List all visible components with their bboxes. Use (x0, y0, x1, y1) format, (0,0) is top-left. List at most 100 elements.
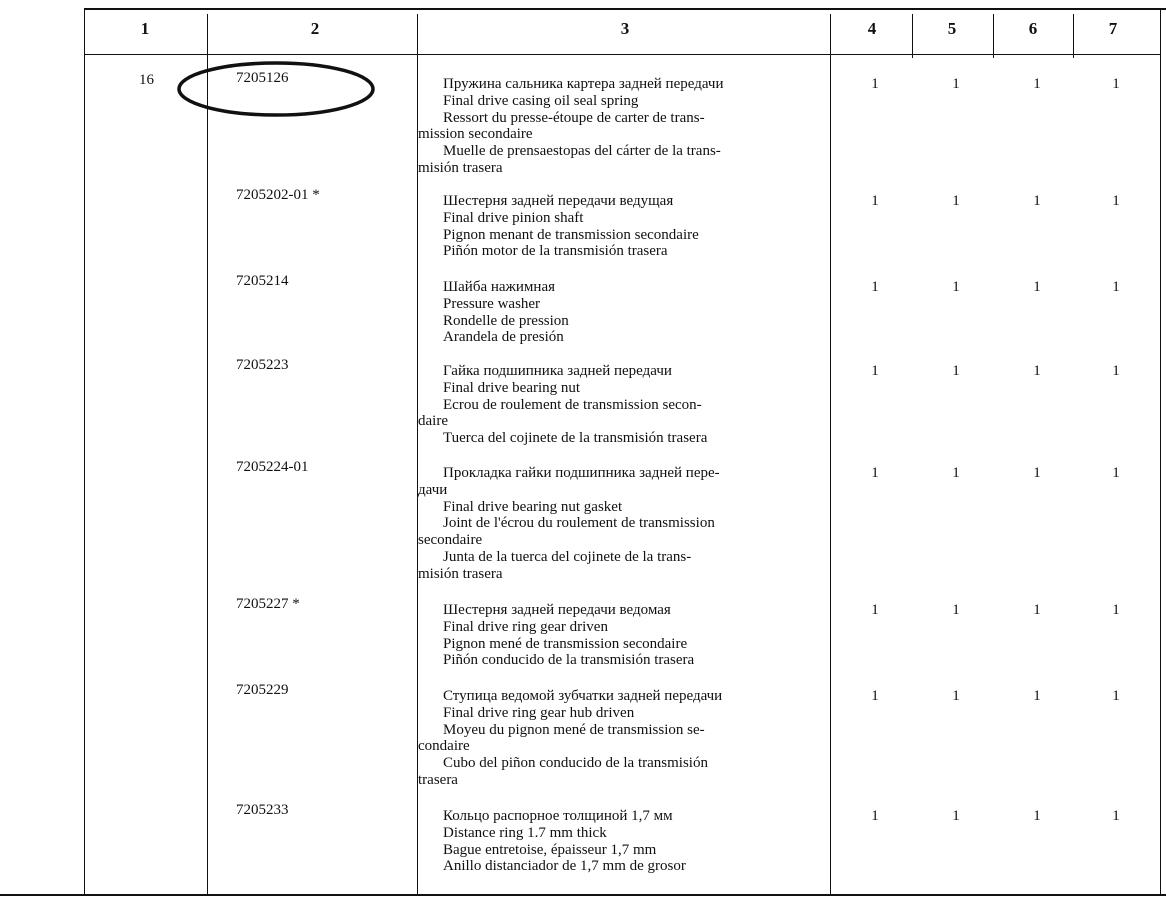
description-line: Moyeu du pignon mené de transmission se- (443, 721, 705, 738)
quantity: 1 (871, 688, 879, 704)
description-line: Шестерня задней передачи ведущая (443, 193, 674, 209)
quantity: 1 (1033, 465, 1041, 481)
rule (207, 14, 208, 896)
description-line: Кольцо распорное толщиной 1,7 мм (443, 808, 673, 824)
quantity: 1 (1033, 602, 1041, 618)
rule (1160, 8, 1161, 896)
quantity: 1 (1033, 76, 1041, 92)
column-header: 1 (140, 19, 150, 38)
column-header: 7 (1108, 19, 1118, 38)
rule (85, 54, 1160, 55)
description-line: misión trasera (418, 565, 503, 582)
description-line: condaire (418, 738, 470, 755)
quantity: 1 (1033, 808, 1041, 824)
description-line: Pignon mené de transmission secondaire (443, 635, 688, 652)
part-number: 7205233 (236, 802, 289, 818)
description-line: Прокладка гайки подшипника задней пере- (443, 465, 720, 481)
rule (1073, 14, 1074, 58)
description-line: Final drive ring gear hub driven (443, 704, 635, 721)
quantity: 1 (1112, 602, 1120, 618)
quantity: 1 (952, 279, 960, 295)
description-line: Ecrou de roulement de transmission secon… (443, 396, 702, 413)
description-line: daire (418, 413, 448, 430)
description-line: Tuerca del cojinete de la transmisión tr… (443, 430, 708, 447)
quantity: 1 (952, 688, 960, 704)
rule (0, 894, 1166, 896)
description-line: Pignon menant de transmission secondaire (443, 226, 699, 243)
highlight-oval (177, 61, 375, 117)
quantity: 1 (871, 279, 879, 295)
quantity: 1 (1112, 363, 1120, 379)
quantity: 1 (1112, 688, 1120, 704)
description-line: Final drive ring gear driven (443, 618, 608, 635)
description-line: Junta de la tuerca del cojinete de la tr… (443, 549, 692, 565)
description-line: Ступица ведомой зубчатки задней передачи (443, 688, 723, 704)
description-line: Pressure washer (443, 295, 541, 312)
description-line: Anillo distanciador de 1,7 mm de grosor (443, 858, 686, 875)
quantity: 1 (1033, 279, 1041, 295)
quantity: 1 (1033, 363, 1041, 379)
column-header: 5 (947, 19, 957, 38)
quantity: 1 (871, 808, 879, 824)
part-number: 7205214 (236, 273, 289, 289)
description-line: дачи (418, 481, 448, 498)
description-line: misión trasera (418, 160, 503, 176)
part-number: 7205202-01 * (236, 187, 320, 203)
description-line: Bague entretoise, épaisseur 1,7 mm (443, 841, 657, 858)
rule (84, 8, 85, 896)
quantity: 1 (952, 602, 960, 618)
description-line: trasera (418, 772, 458, 788)
description-line: Ressort du presse-étoupe de carter de tr… (443, 109, 705, 126)
column-header: 4 (867, 19, 877, 38)
rule (912, 14, 913, 58)
description-line: Rondelle de pression (443, 312, 569, 329)
quantity: 1 (1112, 76, 1120, 92)
quantity: 1 (952, 76, 960, 92)
quantity: 1 (1112, 808, 1120, 824)
part-number: 7205223 (236, 357, 289, 373)
rule (417, 14, 418, 896)
description-line: Гайка подшипника задней передачи (443, 363, 672, 379)
description-line: Cubo del piñon conducido de la transmisi… (443, 755, 708, 772)
description-line: Шайба нажимная (443, 279, 556, 295)
description-line: Шестерня задней передачи ведомая (443, 602, 671, 618)
quantity: 1 (1112, 279, 1120, 295)
quantity: 1 (952, 193, 960, 209)
rule (830, 14, 831, 896)
part-number: 7205126 (236, 70, 289, 86)
description-line: Piñón motor de la transmisión trasera (443, 243, 668, 260)
quantity: 1 (871, 465, 879, 481)
quantity: 1 (952, 363, 960, 379)
quantity: 1 (871, 602, 879, 618)
quantity: 1 (1112, 465, 1120, 481)
description-line: Final drive bearing nut gasket (443, 498, 623, 515)
quantity: 1 (871, 363, 879, 379)
quantity: 1 (871, 193, 879, 209)
quantity: 1 (952, 465, 960, 481)
description-line: Final drive casing oil seal spring (443, 92, 639, 109)
column-header: 2 (310, 19, 320, 38)
description-line: Final drive pinion shaft (443, 209, 584, 226)
rule (85, 8, 1166, 10)
description-line: Muelle de prensaestopas del cárter de la… (443, 143, 721, 160)
description-line: Joint de l'écrou du roulement de transmi… (443, 515, 715, 532)
quantity: 1 (952, 808, 960, 824)
quantity: 1 (1033, 688, 1041, 704)
quantity: 1 (1112, 193, 1120, 209)
description-line: Final drive bearing nut (443, 379, 581, 396)
quantity: 1 (1033, 193, 1041, 209)
part-number: 7205224-01 (236, 459, 309, 475)
column-header: 6 (1028, 19, 1038, 38)
description-line: Distance ring 1.7 mm thick (443, 824, 607, 841)
description-line: secondaire (418, 532, 483, 549)
part-number: 7205227 * (236, 596, 300, 612)
rule (993, 14, 994, 58)
column-header: 3 (620, 19, 630, 38)
description-line: Пружина сальника картера задней передачи (443, 76, 724, 92)
part-number: 7205229 (236, 682, 289, 698)
row-number: 16 (139, 72, 154, 88)
description-line: Piñón conducido de la transmisión traser… (443, 652, 695, 669)
description-line: Arandela de presión (443, 329, 564, 346)
